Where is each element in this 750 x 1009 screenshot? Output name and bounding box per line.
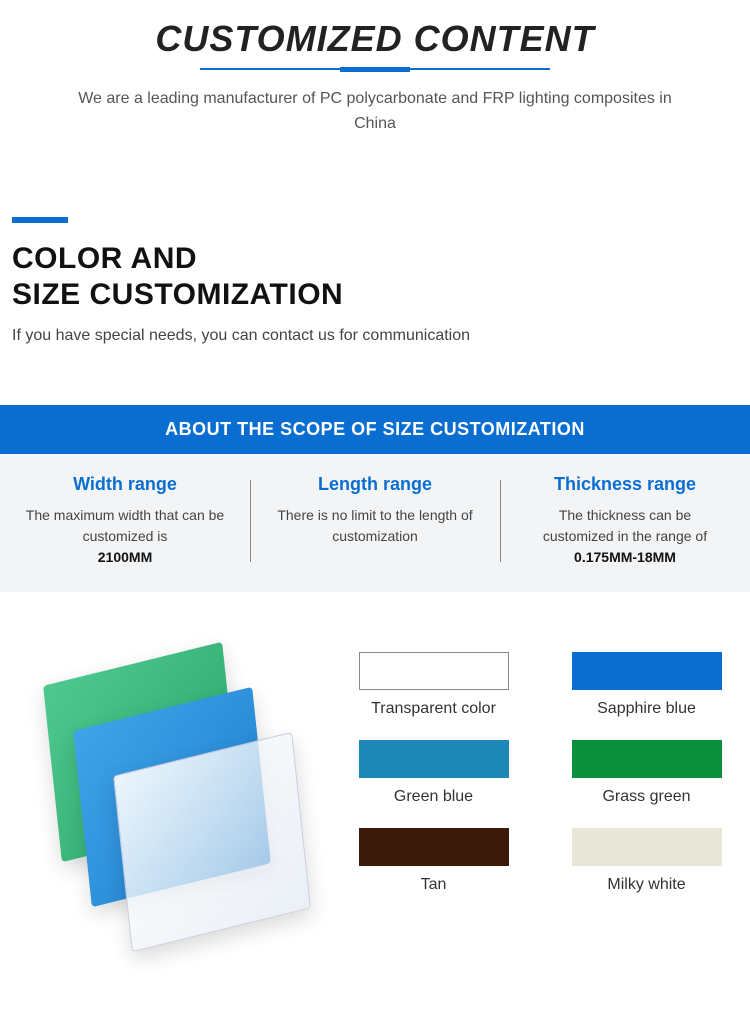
swatch-label: Sapphire blue (555, 700, 738, 718)
swatch-box (359, 740, 509, 778)
title-underline (0, 68, 750, 72)
swatch-box (359, 828, 509, 866)
scope-header: ABOUT THE SCOPE OF SIZE CUSTOMIZATION (0, 405, 750, 454)
swatch-item: Milky white (555, 828, 738, 894)
col-title: Thickness range (524, 474, 726, 495)
swatch-item: Transparent color (342, 652, 525, 718)
swatch-box (359, 652, 509, 690)
swatch-label: Milky white (555, 876, 738, 894)
section-paragraph: If you have special needs, you can conta… (12, 327, 738, 345)
section-heading-line2: SIZE CUSTOMIZATION (12, 277, 738, 313)
col-text: The maximum width that can be customized… (24, 505, 226, 568)
col-strong: 0.175MM-18MM (574, 549, 676, 565)
swatch-item: Sapphire blue (555, 652, 738, 718)
scope-col-length: Length range There is no limit to the le… (250, 474, 500, 568)
col-title: Length range (274, 474, 476, 495)
swatch-box (572, 828, 722, 866)
col-strong: 2100MM (98, 549, 152, 565)
main-subtitle: We are a leading manufacturer of PC poly… (0, 86, 750, 137)
scope-body: Width range The maximum width that can b… (0, 454, 750, 592)
section-heading-line1: COLOR AND (12, 241, 738, 277)
swatch-label: Green blue (342, 788, 525, 806)
scope-col-width: Width range The maximum width that can b… (0, 474, 250, 568)
swatch-item: Grass green (555, 740, 738, 806)
swatch-grid: Transparent color Sapphire blue Green blue… (342, 652, 738, 932)
accent-bar (12, 217, 68, 223)
swatch-label: Transparent color (342, 700, 525, 718)
scope-col-thickness: Thickness range The thickness can be cus… (500, 474, 750, 568)
col-text: The thickness can be customized in the r… (524, 505, 726, 568)
swatch-item: Tan (342, 828, 525, 894)
col-title: Width range (24, 474, 226, 495)
swatch-label: Grass green (555, 788, 738, 806)
scope-block: ABOUT THE SCOPE OF SIZE CUSTOMIZATION Wi… (0, 405, 750, 592)
main-title: CUSTOMIZED CONTENT (0, 18, 750, 60)
sheet-illustration (12, 652, 312, 932)
color-size-section: COLOR AND SIZE CUSTOMIZATION If you have… (0, 217, 750, 345)
col-text-span: There is no limit to the length of custo… (277, 507, 472, 544)
col-text: There is no limit to the length of custo… (274, 505, 476, 547)
swatch-label: Tan (342, 876, 525, 894)
colors-section: Transparent color Sapphire blue Green blue… (0, 652, 750, 972)
col-text-span: The thickness can be customized in the r… (543, 507, 707, 544)
swatch-box (572, 740, 722, 778)
swatch-item: Green blue (342, 740, 525, 806)
col-text-span: The maximum width that can be customized… (26, 507, 224, 544)
swatch-box (572, 652, 722, 690)
